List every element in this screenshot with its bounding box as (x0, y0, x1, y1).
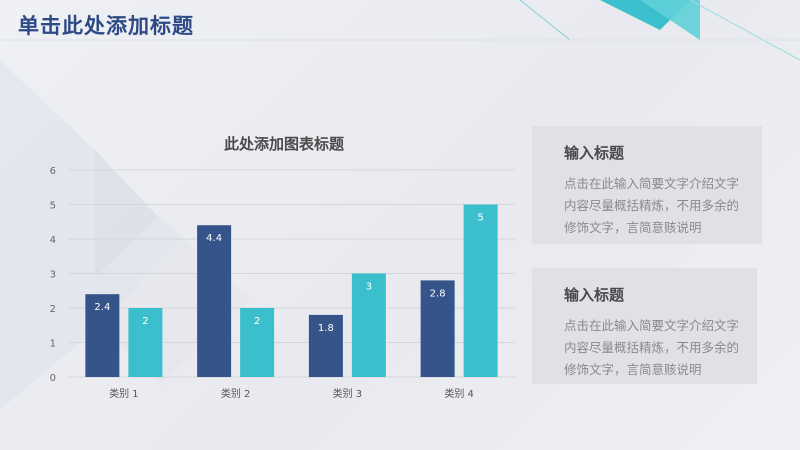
y-tick-label: 0 (50, 373, 56, 384)
bar-series-2 (351, 273, 386, 377)
bar-series-2 (463, 204, 498, 377)
bar-series-1 (308, 314, 343, 377)
y-tick-label: 5 (50, 201, 56, 212)
bar-series-1 (420, 280, 455, 377)
info-card-body: 点击在此输入简要文字介绍文字内容尽量概括精炼，不用多余的修饰文字，言简意赅说明 (564, 318, 740, 377)
bar-series-2 (128, 308, 163, 377)
info-card-body: 点击在此输入简要文字介绍文字内容尽量概括精炼，不用多余的修饰文字，言简意赅说明 (564, 176, 740, 235)
y-tick-label: 6 (50, 166, 56, 177)
y-tick-label: 1 (50, 339, 56, 350)
data-label: 2.8 (430, 288, 446, 299)
bar-series-2 (240, 308, 275, 377)
info-card-title: 输入标题 (564, 144, 625, 162)
data-label: 5 (477, 213, 483, 224)
bar-series-1 (85, 294, 120, 377)
info-card-title: 输入标题 (564, 286, 625, 304)
page-title: 单击此处添加标题 (18, 14, 194, 38)
y-tick-label: 4 (50, 235, 56, 246)
bar-series-1 (197, 225, 232, 377)
x-tick-label: 类别 4 (444, 387, 474, 400)
x-tick-label: 类别 2 (221, 387, 251, 400)
data-label: 3 (366, 282, 372, 293)
chart-title: 此处添加图表标题 (224, 135, 345, 153)
y-tick-label: 3 (50, 270, 56, 281)
y-axis-ticks: 0 1 2 3 4 5 6 (50, 166, 56, 384)
data-label: 4.4 (206, 233, 222, 244)
data-label: 1.8 (318, 323, 334, 334)
x-tick-label: 类别 1 (109, 387, 139, 400)
x-tick-label: 类别 3 (333, 387, 363, 400)
info-card-2: 输入标题 点击在此输入简要文字介绍文字内容尽量概括精炼，不用多余的修饰文字，言简… (532, 268, 757, 384)
info-card-1: 输入标题 点击在此输入简要文字介绍文字内容尽量概括精炼，不用多余的修饰文字，言简… (532, 126, 762, 244)
chart-bars: 2.4 2 4.4 2 1.8 3 2.8 5 (85, 204, 498, 377)
data-label: 2.4 (94, 302, 110, 313)
y-tick-label: 2 (50, 304, 56, 315)
data-label: 2 (254, 316, 260, 327)
data-label: 2 (142, 316, 148, 327)
x-axis-ticks: 类别 1 类别 2 类别 3 类别 4 (109, 387, 474, 400)
